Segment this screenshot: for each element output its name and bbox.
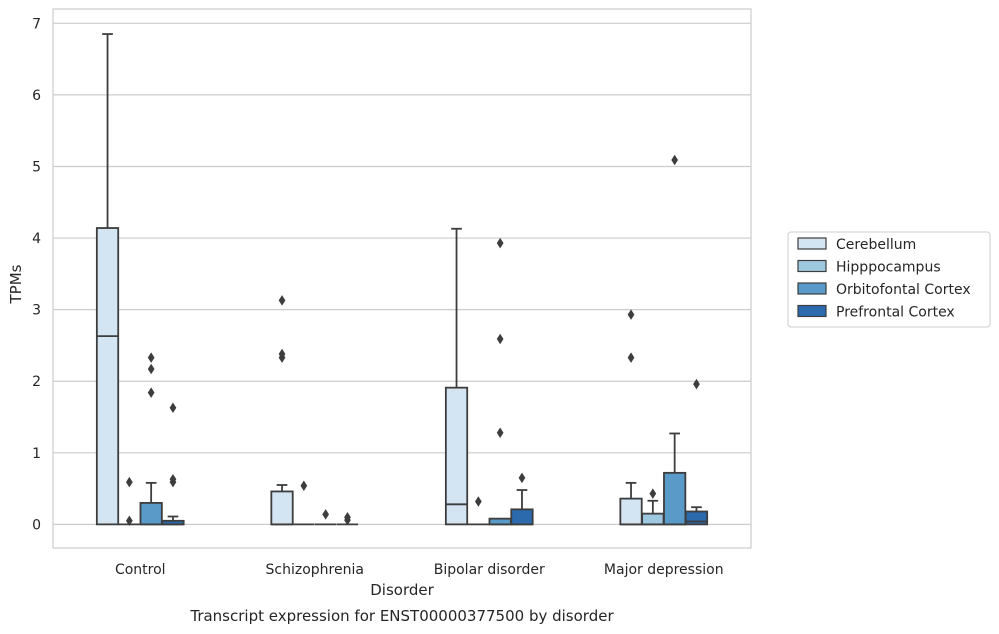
outlier-point: [496, 427, 504, 439]
outlier-point: [125, 515, 133, 527]
outlier-point: [147, 387, 155, 398]
x-tick-label: Schizophrenia: [266, 562, 364, 578]
series-prefrontal-cortex: [161, 378, 709, 526]
box-body: [510, 508, 534, 526]
outlier-point: [627, 352, 635, 363]
box: [270, 295, 294, 526]
outlier-point: [278, 348, 286, 360]
box-body: [139, 502, 163, 526]
box-body: [684, 510, 709, 526]
outlier-point: [322, 509, 330, 520]
box: [314, 509, 337, 526]
chart-caption: Transcript expression for ENST0000037750…: [189, 607, 614, 625]
box: [467, 496, 490, 526]
grid-lines: [53, 22, 751, 525]
legend-frame: [787, 231, 991, 328]
legend: Cerebellum Hipppocampus Orbitofontal Corte…: [787, 231, 991, 328]
y-tick-label: 5: [32, 159, 41, 175]
x-axis-ticks: Control Schizophrenia Bipolar disorder Majo…: [115, 562, 724, 578]
box: [293, 480, 315, 526]
plot-frame: [52, 8, 752, 549]
y-tick-label: 7: [32, 16, 41, 32]
legend-label: Hipppocampus: [836, 260, 941, 276]
legend-label: Orbitofontal Cortex: [836, 282, 971, 298]
y-tick-label: 6: [32, 88, 41, 104]
outlier-point: [496, 237, 504, 249]
outlier-point: [147, 363, 155, 375]
box-body: [663, 471, 687, 526]
y-tick-label: 3: [32, 303, 41, 319]
legend-label: Prefrontal Cortex: [836, 305, 955, 321]
box: [488, 237, 512, 526]
y-axis-label: TPMs: [7, 264, 25, 304]
outlier-point: [627, 309, 635, 320]
y-tick-label: 4: [32, 231, 41, 247]
outlier-point: [474, 496, 482, 507]
box-body: [619, 497, 643, 526]
legend-swatch: [797, 259, 827, 273]
y-tick-label: 0: [32, 517, 41, 533]
x-tick-label: Control: [115, 562, 166, 578]
box-body: [641, 512, 665, 526]
outlier-point: [693, 378, 700, 390]
box: [118, 476, 141, 527]
box: [684, 378, 709, 526]
box: [336, 511, 359, 526]
box-body: [444, 386, 469, 526]
x-tick-label: Major depression: [604, 562, 724, 578]
legend-swatch: [797, 304, 827, 318]
box: [444, 227, 469, 526]
outlier-point: [125, 476, 133, 488]
series-hipppocampus: [118, 476, 665, 527]
series-orbitofontal-cortex: [139, 154, 687, 526]
outlier-point: [649, 488, 657, 499]
box: [95, 33, 120, 526]
outlier-point: [147, 352, 155, 363]
y-tick-label: 1: [32, 446, 41, 462]
x-tick-label: Bipolar disorder: [434, 562, 545, 578]
y-axis-ticks: 0 1 2 3 4 5 6 7: [32, 16, 41, 533]
box: [510, 472, 534, 526]
box-body: [270, 490, 294, 526]
outlier-point: [671, 154, 679, 166]
x-axis-label: Disorder: [370, 581, 434, 599]
outlier-point: [518, 472, 526, 484]
box: [161, 402, 185, 526]
box: [663, 154, 687, 526]
box-body: [95, 227, 120, 526]
box: [619, 309, 643, 526]
box-plot-series: [95, 33, 709, 527]
outlier-point: [300, 480, 308, 491]
outlier-point: [344, 511, 351, 523]
legend-swatch: [797, 237, 827, 250]
y-tick-label: 2: [32, 374, 41, 390]
outlier-point: [278, 295, 286, 306]
legend-label: Cerebellum: [836, 237, 916, 253]
outlier-point: [496, 333, 504, 345]
legend-swatch: [797, 282, 827, 295]
box: [641, 488, 665, 526]
series-cerebellum: [95, 33, 643, 526]
outlier-point: [169, 402, 177, 413]
box: [139, 352, 163, 526]
outlier-point: [169, 474, 177, 485]
